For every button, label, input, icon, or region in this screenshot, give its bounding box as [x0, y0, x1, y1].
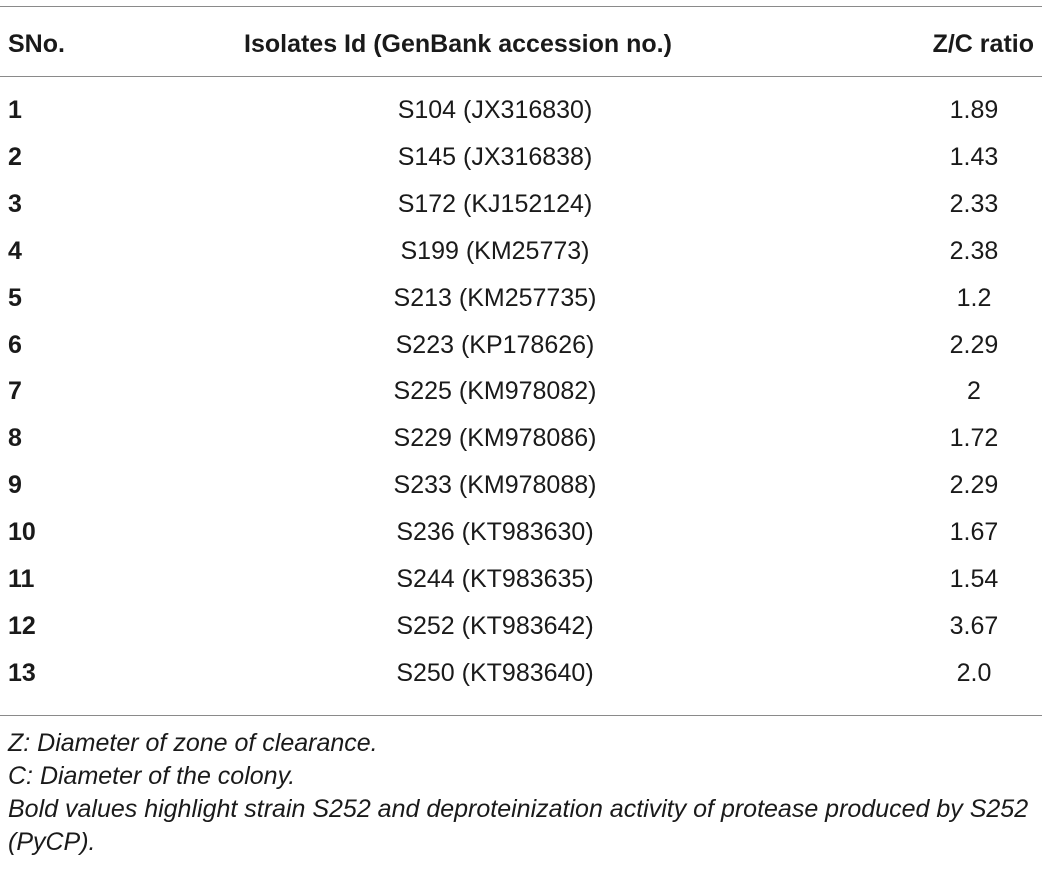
row-isolate-id: S229 (KM978086) — [393, 424, 597, 453]
row-zc-ratio: 3.67 — [949, 611, 999, 640]
row-zc-ratio: 2.0 — [956, 658, 992, 687]
row-isolate-id: S223 (KP178626) — [395, 330, 595, 359]
table-row: 5 S213 (KM257735) 1.2 — [0, 282, 1042, 328]
footnote-z: Z: Diameter of zone of clearance. — [8, 729, 378, 757]
row-sno: 5 — [8, 283, 22, 312]
footnote-c: C: Diameter of the colony. — [8, 762, 296, 790]
row-sno: 8 — [8, 424, 22, 453]
row-sno: 11 — [8, 565, 35, 593]
row-zc-ratio: 1.54 — [949, 565, 999, 593]
row-zc-ratio: 1.67 — [949, 518, 999, 547]
table-row: 13 S250 (KT983640) 2.0 — [0, 657, 1042, 703]
row-zc-ratio: 2.33 — [949, 189, 999, 218]
table-row: 10 S236 (KT983630) 1.67 — [0, 516, 1042, 562]
row-isolate-id: S145 (JX316838) — [397, 142, 593, 171]
table-footnotes: Z: Diameter of zone of clearance. C: Dia… — [8, 727, 1038, 859]
row-sno: 3 — [8, 189, 22, 218]
row-zc-ratio: 2.38 — [949, 236, 999, 265]
row-sno: 10 — [8, 518, 36, 547]
row-sno: 9 — [8, 471, 22, 500]
row-isolate-id: S252 (KT983642) — [396, 611, 594, 640]
row-isolate-id: S104 (JX316830) — [397, 96, 593, 124]
header-zc-ratio: Z/C ratio — [932, 30, 1034, 58]
row-sno: 6 — [8, 330, 22, 359]
table-row: 7 S225 (KM978082) 2 — [0, 375, 1042, 421]
table-header-row: SNo. Isolates Id (GenBank accession no.)… — [0, 22, 1042, 66]
row-isolate-id: S225 (KM978082) — [393, 377, 597, 406]
table-top-rule — [0, 6, 1042, 7]
header-isolate-id: Isolates Id (GenBank accession no.) — [244, 30, 672, 58]
row-zc-ratio: 1.72 — [949, 424, 999, 453]
footnote-bold: Bold values highlight strain S252 and de… — [8, 795, 1029, 856]
row-sno: 4 — [8, 236, 22, 265]
row-sno: 2 — [8, 142, 22, 171]
row-isolate-id: S236 (KT983630) — [396, 518, 594, 547]
row-sno: 7 — [8, 377, 22, 406]
row-isolate-id: S213 (KM257735) — [393, 283, 597, 312]
row-zc-ratio: 2 — [967, 377, 981, 406]
table-header-rule — [0, 76, 1042, 77]
table-bottom-rule — [0, 715, 1042, 716]
row-isolate-id: S199 (KM25773) — [400, 236, 590, 265]
row-sno: 1 — [8, 96, 22, 124]
table-row: 4 S199 (KM25773) 2.38 — [0, 235, 1042, 281]
table-row: 8 S229 (KM978086) 1.72 — [0, 422, 1042, 468]
table-row: 2 S145 (JX316838) 1.43 — [0, 141, 1042, 187]
table-row: 3 S172 (KJ152124) 2.33 — [0, 188, 1042, 234]
row-isolate-id: S172 (KJ152124) — [397, 189, 593, 218]
row-zc-ratio: 1.43 — [949, 142, 999, 171]
row-sno: 13 — [8, 658, 36, 687]
table-row: 6 S223 (KP178626) 2.29 — [0, 329, 1042, 375]
row-zc-ratio: 2.29 — [949, 471, 999, 500]
table-row: 11 S244 (KT983635) 1.54 — [0, 563, 1042, 609]
row-sno: 12 — [8, 611, 36, 640]
row-zc-ratio: 1.2 — [956, 283, 992, 312]
row-zc-ratio: 2.29 — [949, 330, 999, 359]
row-isolate-id: S244 (KT983635) — [396, 565, 594, 593]
table-row: 9 S233 (KM978088) 2.29 — [0, 469, 1042, 515]
row-zc-ratio: 1.89 — [949, 96, 999, 124]
table-row: 12 S252 (KT983642) 3.67 — [0, 610, 1042, 656]
row-isolate-id: S250 (KT983640) — [396, 658, 594, 687]
table-row: 1 S104 (JX316830) 1.89 — [0, 94, 1042, 140]
row-isolate-id: S233 (KM978088) — [393, 471, 597, 500]
header-sno: SNo. — [8, 30, 65, 58]
